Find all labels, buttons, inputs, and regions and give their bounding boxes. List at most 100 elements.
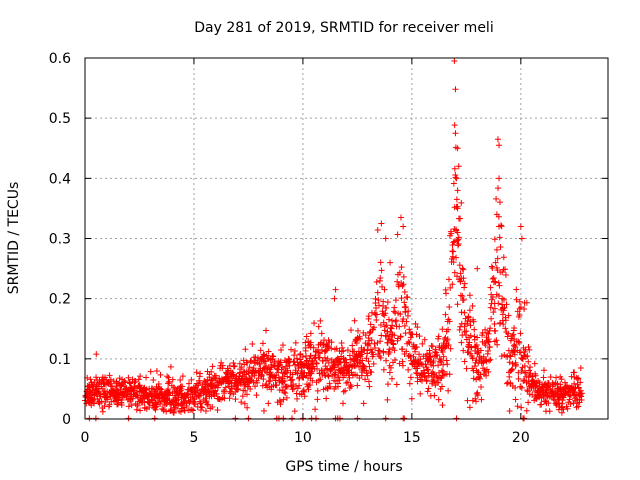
- data-point: [417, 361, 424, 368]
- data-point: [221, 395, 228, 402]
- data-point: [374, 289, 381, 296]
- data-point: [573, 374, 580, 381]
- y-tick-label: 0.3: [49, 232, 71, 248]
- data-point: [306, 365, 313, 372]
- data-point: [104, 388, 111, 395]
- data-point: [188, 376, 195, 383]
- data-point: [553, 374, 560, 381]
- data-point: [384, 381, 391, 388]
- data-point: [323, 395, 330, 402]
- data-point: [170, 409, 177, 416]
- data-point: [292, 339, 299, 346]
- data-point: [518, 235, 525, 242]
- data-point: [181, 393, 188, 400]
- data-point: [496, 282, 503, 289]
- data-point: [166, 392, 173, 399]
- data-point: [577, 364, 584, 371]
- data-point: [457, 292, 464, 299]
- data-point: [494, 136, 501, 143]
- data-point: [496, 234, 503, 241]
- data-point: [460, 296, 467, 303]
- data-point: [406, 326, 413, 333]
- data-point: [360, 329, 367, 336]
- data-point: [473, 357, 480, 364]
- data-point: [163, 400, 170, 407]
- data-point: [86, 382, 93, 389]
- data-point: [495, 185, 502, 192]
- data-point: [455, 163, 462, 170]
- data-point: [396, 269, 403, 276]
- data-point: [354, 360, 361, 367]
- data-point: [373, 316, 380, 323]
- data-point: [171, 404, 178, 411]
- x-tick-labels: 0 5 10 15 20: [81, 430, 530, 446]
- data-point: [366, 363, 373, 370]
- data-point: [252, 383, 259, 390]
- data-point: [157, 371, 164, 378]
- data-point: [206, 393, 213, 400]
- data-point: [443, 357, 450, 364]
- data-point: [336, 415, 343, 422]
- data-point: [237, 378, 244, 385]
- data-point: [488, 291, 495, 298]
- data-point: [352, 336, 359, 343]
- data-point: [458, 275, 465, 282]
- data-point: [442, 286, 449, 293]
- data-point: [140, 393, 147, 400]
- data-point: [364, 372, 371, 379]
- data-point: [307, 375, 314, 382]
- data-point: [577, 391, 584, 398]
- data-point: [177, 377, 184, 384]
- data-point: [449, 281, 456, 288]
- data-point: [263, 381, 270, 388]
- data-point: [464, 397, 471, 404]
- data-point: [179, 402, 186, 409]
- data-point: [521, 348, 528, 355]
- data-point: [483, 372, 490, 379]
- data-point: [451, 122, 458, 129]
- data-point: [444, 336, 451, 343]
- data-point: [293, 355, 300, 362]
- data-point: [368, 369, 375, 376]
- data-point: [396, 360, 403, 367]
- data-point: [314, 387, 321, 394]
- data-point: [354, 415, 361, 422]
- data-point: [164, 396, 171, 403]
- data-point: [451, 58, 458, 65]
- data-point: [125, 403, 132, 410]
- data-point: [258, 357, 265, 364]
- data-point: [154, 395, 161, 402]
- data-point: [88, 402, 95, 409]
- data-point: [336, 367, 343, 374]
- data-point: [127, 388, 134, 395]
- data-point: [112, 397, 119, 404]
- data-point: [282, 369, 289, 376]
- data-point: [395, 283, 402, 290]
- data-point: [294, 395, 301, 402]
- data-point: [425, 370, 432, 377]
- data-point: [401, 322, 408, 329]
- data-point: [340, 400, 347, 407]
- data-point: [457, 270, 464, 277]
- data-point: [347, 356, 354, 363]
- data-point: [456, 326, 463, 333]
- data-point: [532, 388, 539, 395]
- data-point: [489, 275, 496, 282]
- data-point: [465, 313, 472, 320]
- data-point: [377, 274, 384, 281]
- y-tick-label: 0: [62, 412, 71, 428]
- data-point: [522, 369, 529, 376]
- data-point: [404, 294, 411, 301]
- data-point: [225, 377, 232, 384]
- data-point: [349, 342, 356, 349]
- data-point: [413, 344, 420, 351]
- data-point: [370, 324, 377, 331]
- data-point: [439, 372, 446, 379]
- data-point: [471, 343, 478, 350]
- data-point: [450, 259, 457, 266]
- data-point: [153, 393, 160, 400]
- data-point: [209, 376, 216, 383]
- data-point: [354, 327, 361, 334]
- data-point: [307, 330, 314, 337]
- data-point: [170, 409, 177, 416]
